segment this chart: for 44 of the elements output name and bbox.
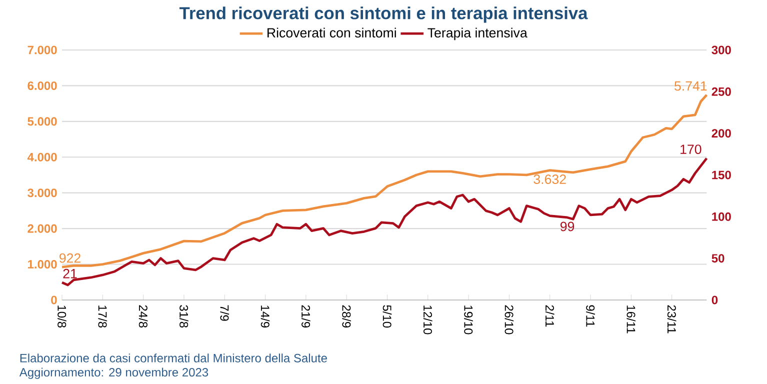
x-tick-label: 16/11 bbox=[626, 306, 636, 334]
x-tick-label: 31/8 bbox=[180, 305, 188, 328]
line-series bbox=[60, 157, 708, 286]
x-tick-label: 2/11 bbox=[545, 305, 554, 327]
y-tick-label: 0 bbox=[51, 296, 57, 304]
x-tick-label: 24/8 bbox=[138, 305, 148, 328]
legend-label: Terapia intensiva bbox=[428, 28, 528, 40]
y2-tick-label: 300 bbox=[712, 46, 731, 54]
data-label: 99 bbox=[560, 222, 574, 232]
y2-tick-label: 250 bbox=[712, 87, 731, 96]
x-tick-label: 9/11 bbox=[586, 305, 595, 327]
line-series bbox=[60, 94, 708, 268]
y2-tick-label: 150 bbox=[712, 170, 731, 180]
chart-title: Trend ricoverati con sintomi e in terapia intensiva bbox=[179, 6, 588, 23]
x-tick-label: 23/11 bbox=[667, 305, 676, 334]
text: Elaborazione da casi confermati dal Ministero della Salute bbox=[20, 354, 327, 362]
data-label: 922 bbox=[60, 253, 80, 263]
data-label: 3.632 bbox=[534, 174, 566, 184]
y-tick-label: 2.000 bbox=[28, 224, 57, 233]
y-tick-label: 3.000 bbox=[28, 188, 57, 198]
x-tick-label: 28/9 bbox=[342, 305, 351, 328]
x-tick-label: 21/9 bbox=[302, 305, 310, 328]
x-tick-label: 14/9 bbox=[260, 306, 270, 328]
data-label: 170 bbox=[680, 144, 702, 154]
x-tick-label: 7/9 bbox=[220, 305, 230, 321]
y-tick-label: 7.000 bbox=[28, 46, 57, 54]
legend-label: Ricoverati con sintomi bbox=[268, 28, 396, 38]
x-tick-label: 19/10 bbox=[464, 306, 473, 334]
x-tick-label: 17/8 bbox=[98, 306, 108, 328]
y2-tick-label: 50 bbox=[712, 254, 724, 263]
y2-tick-label: 200 bbox=[712, 129, 731, 138]
y-tick-label: 5.000 bbox=[28, 117, 57, 126]
data-label: 5.741 bbox=[674, 81, 707, 91]
x-tick-label: 10/8 bbox=[58, 306, 66, 328]
data-label: 21 bbox=[63, 268, 77, 278]
x-tick-label: 12/10 bbox=[423, 306, 432, 334]
y-tick-label: 6.000 bbox=[28, 81, 57, 90]
x-tick-label: 26/10 bbox=[504, 305, 514, 334]
text: Aggiornamento: 29 novembre 2023 bbox=[19, 368, 208, 379]
y-tick-label: 1.000 bbox=[28, 260, 57, 269]
y2-tick-label: 100 bbox=[712, 212, 731, 221]
y2-tick-label: 0 bbox=[712, 296, 718, 304]
x-tick-label: 5/10 bbox=[382, 305, 392, 328]
y-tick-label: 4.000 bbox=[27, 152, 57, 162]
